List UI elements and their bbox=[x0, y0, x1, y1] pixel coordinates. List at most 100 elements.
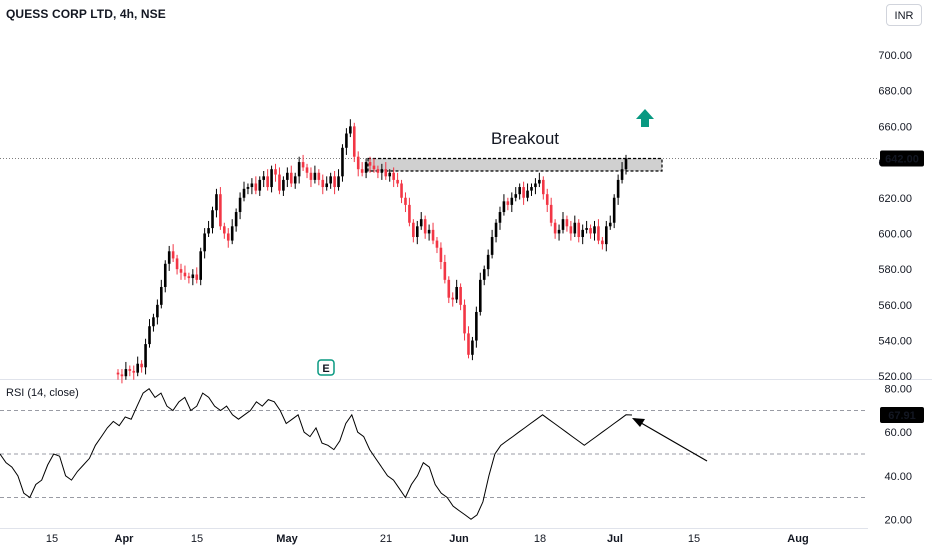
price-axis-tick: 580.00 bbox=[878, 264, 912, 276]
candle bbox=[545, 194, 549, 205]
candle bbox=[211, 210, 214, 229]
candle bbox=[392, 172, 395, 180]
candle bbox=[364, 162, 368, 173]
candle bbox=[486, 254, 490, 270]
candle bbox=[171, 251, 175, 259]
up-arrow-icon bbox=[636, 109, 654, 127]
candle bbox=[608, 222, 612, 227]
candle bbox=[415, 226, 419, 238]
candle bbox=[498, 212, 502, 223]
candle bbox=[597, 226, 600, 241]
candle bbox=[494, 222, 498, 238]
candle bbox=[451, 297, 455, 300]
candle bbox=[305, 167, 309, 173]
price-axis-tick: 540.00 bbox=[878, 336, 912, 348]
candle bbox=[270, 169, 273, 188]
candle bbox=[215, 194, 218, 211]
candle bbox=[278, 174, 281, 191]
candle bbox=[124, 369, 128, 377]
candle bbox=[447, 279, 451, 298]
candle bbox=[396, 179, 399, 184]
candle bbox=[542, 179, 545, 195]
candle bbox=[167, 251, 171, 264]
price-axis-tick: 560.00 bbox=[878, 300, 912, 312]
candle bbox=[538, 179, 541, 184]
candle bbox=[136, 363, 139, 373]
candle bbox=[325, 183, 329, 188]
candle bbox=[380, 169, 384, 173]
annotation-arrowhead-icon bbox=[632, 418, 645, 427]
candle bbox=[605, 226, 608, 245]
candle bbox=[478, 279, 482, 312]
candle bbox=[337, 176, 340, 188]
price-axis-tick: 520.00 bbox=[878, 371, 912, 383]
candle bbox=[286, 172, 289, 180]
candle bbox=[321, 179, 325, 188]
candle bbox=[404, 197, 407, 205]
candle bbox=[238, 197, 242, 213]
candle bbox=[443, 262, 447, 280]
candle bbox=[250, 183, 254, 188]
candle bbox=[463, 304, 466, 334]
candle bbox=[160, 286, 163, 305]
rsi-value-label: 67.91 bbox=[888, 410, 916, 422]
candle bbox=[132, 370, 136, 373]
candle bbox=[518, 187, 521, 195]
candle bbox=[246, 187, 250, 189]
candle bbox=[372, 165, 376, 170]
candle bbox=[573, 222, 577, 234]
candle bbox=[502, 201, 506, 213]
candle bbox=[506, 201, 510, 205]
candle bbox=[191, 274, 195, 279]
price-axis-tick: 660.00 bbox=[878, 121, 912, 133]
chart-title: QUESS CORP LTD, 4h, NSE bbox=[6, 7, 166, 21]
candle bbox=[612, 197, 616, 223]
candle bbox=[490, 237, 494, 255]
candle bbox=[368, 162, 372, 166]
rsi-value-badge bbox=[880, 407, 924, 424]
candle bbox=[230, 226, 234, 241]
price-axis-tick: 600.00 bbox=[878, 228, 912, 240]
time-axis-tick: 15 bbox=[46, 533, 58, 545]
candle bbox=[349, 126, 352, 134]
candle bbox=[439, 247, 443, 262]
rsi-title: RSI (14, close) bbox=[6, 387, 79, 399]
time-axis-tick: Jul bbox=[607, 533, 623, 545]
candle bbox=[242, 188, 246, 198]
candle bbox=[593, 226, 596, 234]
candle bbox=[219, 194, 222, 227]
candle bbox=[187, 276, 191, 279]
candle bbox=[549, 204, 553, 223]
breakout-label: Breakout bbox=[491, 129, 559, 148]
candle bbox=[581, 229, 584, 238]
annotation-arrow bbox=[635, 419, 708, 462]
currency-button[interactable]: INR bbox=[886, 4, 922, 26]
candle bbox=[565, 219, 569, 227]
candle bbox=[195, 274, 199, 280]
earnings-icon[interactable] bbox=[317, 359, 335, 376]
candle bbox=[301, 162, 305, 168]
candle bbox=[388, 172, 392, 177]
candle bbox=[234, 212, 238, 227]
candle bbox=[482, 269, 486, 280]
rsi-axis-tick: 60.00 bbox=[884, 427, 912, 439]
candle bbox=[313, 172, 317, 180]
candle bbox=[128, 369, 132, 371]
price-axis-tick: 680.00 bbox=[878, 86, 912, 98]
candle bbox=[333, 176, 336, 188]
candle bbox=[624, 158, 628, 170]
candle bbox=[223, 226, 226, 234]
candle bbox=[148, 326, 151, 345]
time-axis-tick: Aug bbox=[787, 533, 808, 545]
candle bbox=[412, 222, 415, 238]
candle bbox=[203, 233, 206, 252]
candle bbox=[258, 179, 262, 191]
candle bbox=[419, 219, 423, 227]
price-axis-tick: 620.00 bbox=[878, 193, 912, 205]
rsi-axis-tick: 20.00 bbox=[884, 514, 912, 526]
earnings-label: E bbox=[322, 363, 329, 375]
candle bbox=[557, 229, 561, 234]
candle bbox=[309, 172, 313, 180]
time-axis-tick: May bbox=[276, 533, 298, 545]
